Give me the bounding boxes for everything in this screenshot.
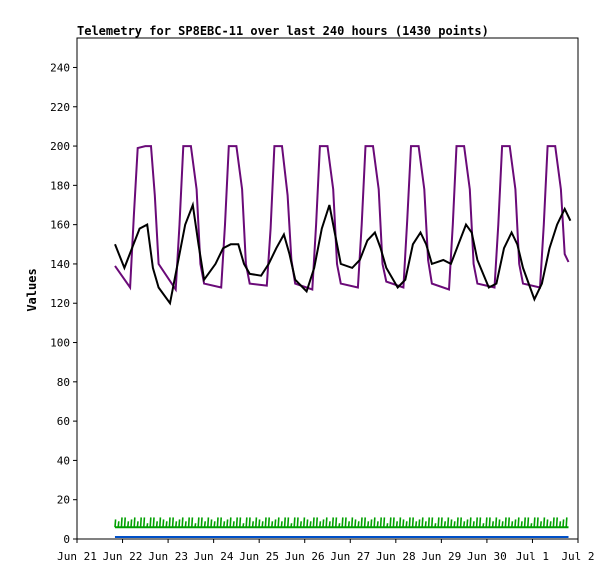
y-tick-label: 240 bbox=[50, 61, 70, 74]
y-axis-ticks: 0 20 40 60 80 100 120 140 160 180 200 220 240 bbox=[50, 61, 77, 546]
x-tick-label: Jul 1 bbox=[516, 550, 549, 563]
x-tick-label: Jul 2 bbox=[561, 550, 594, 563]
y-tick-label: 40 bbox=[57, 454, 70, 467]
y-tick-label: 180 bbox=[50, 179, 70, 192]
series-line-1 bbox=[114, 201, 572, 306]
x-tick-label: Jun 29 bbox=[421, 550, 461, 563]
x-tick-label: Jun 23 bbox=[148, 550, 188, 563]
series-layer bbox=[114, 145, 572, 539]
x-tick-label: Jun 30 bbox=[467, 550, 507, 563]
x-tick-label: Jun 25 bbox=[239, 550, 279, 563]
y-tick-label: 20 bbox=[57, 494, 70, 507]
y-tick-label: 200 bbox=[50, 140, 70, 153]
x-tick-label: Jun 24 bbox=[194, 550, 234, 563]
y-tick-label: 100 bbox=[50, 337, 70, 350]
x-tick-label: Jun 28 bbox=[376, 550, 416, 563]
x-axis-ticks: Jun 21 Jun 22 Jun 23 Jun 24 Jun 25 Jun 26 Jun … bbox=[57, 539, 595, 563]
y-tick-label: 140 bbox=[50, 258, 70, 271]
series-line-2 bbox=[114, 517, 568, 528]
chart-title: Telemetry for SP8EBC-11 over last 240 ho… bbox=[77, 24, 489, 38]
x-tick-label: Jun 22 bbox=[103, 550, 143, 563]
series-line-0 bbox=[114, 145, 570, 293]
x-tick-label: Jun 21 bbox=[57, 550, 97, 563]
y-tick-label: 120 bbox=[50, 297, 70, 310]
y-tick-label: 220 bbox=[50, 101, 70, 114]
x-tick-label: Jun 27 bbox=[330, 550, 370, 563]
y-tick-label: 0 bbox=[63, 533, 70, 546]
y-tick-label: 80 bbox=[57, 376, 70, 389]
y-tick-label: 60 bbox=[57, 415, 70, 428]
x-tick-label: Jun 26 bbox=[285, 550, 325, 563]
y-tick-label: 160 bbox=[50, 219, 70, 232]
plot-area bbox=[76, 37, 579, 540]
y-axis-label: Values bbox=[25, 268, 39, 311]
